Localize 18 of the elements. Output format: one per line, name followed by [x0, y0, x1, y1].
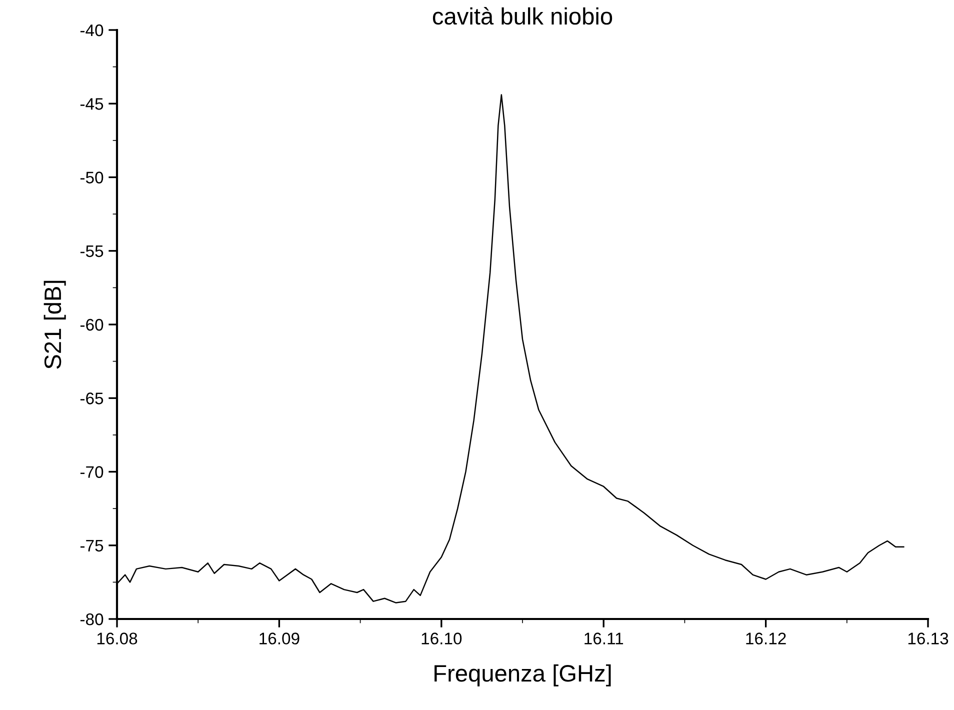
x-tick-label: 16.13 [908, 632, 948, 644]
y-tick-label: -60 [80, 318, 104, 331]
y-tick-label: -75 [80, 540, 104, 552]
x-tick-label: 16.08 [97, 632, 138, 644]
chart-title: cavità bulk niobio [432, 7, 612, 25]
y-tick-label: -40 [80, 24, 104, 36]
x-tick-label: 16.10 [422, 632, 462, 644]
y-axis-title: S21 [dB] [44, 280, 66, 369]
x-tick-label: 16.12 [746, 632, 786, 644]
y-tick-label: -55 [80, 245, 104, 258]
y-tick-label: -65 [80, 392, 104, 404]
x-tick-label: 16.11 [584, 632, 624, 644]
y-tick-label: -45 [80, 98, 104, 110]
y-tick-label: -70 [80, 466, 104, 478]
x-tick-label: 16.09 [260, 632, 300, 644]
y-tick-label: -50 [80, 172, 104, 184]
y-tick-label: -80 [80, 613, 104, 626]
x-axis-title: Frequenza [GHz] [434, 664, 611, 686]
